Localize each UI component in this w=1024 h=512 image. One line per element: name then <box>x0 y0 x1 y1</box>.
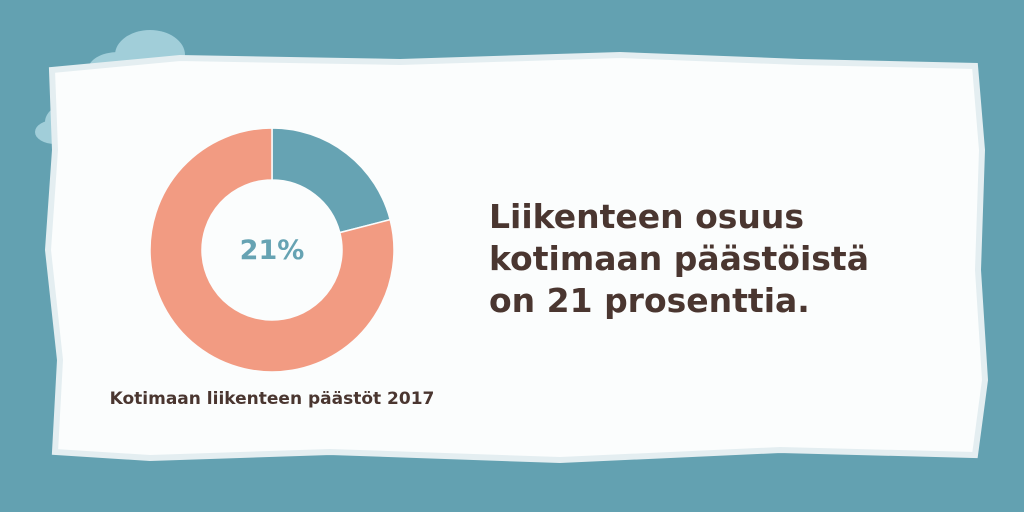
center-label: 21% <box>240 235 305 266</box>
headline-line: on 21 prosenttia. <box>489 281 810 320</box>
chart-title: Kotimaan liikenteen päästöt 2017 <box>110 389 435 409</box>
headline-line: Liikenteen osuus <box>489 197 804 236</box>
donut-slice <box>149 127 395 373</box>
headline-line: kotimaan päästöistä <box>489 239 869 278</box>
